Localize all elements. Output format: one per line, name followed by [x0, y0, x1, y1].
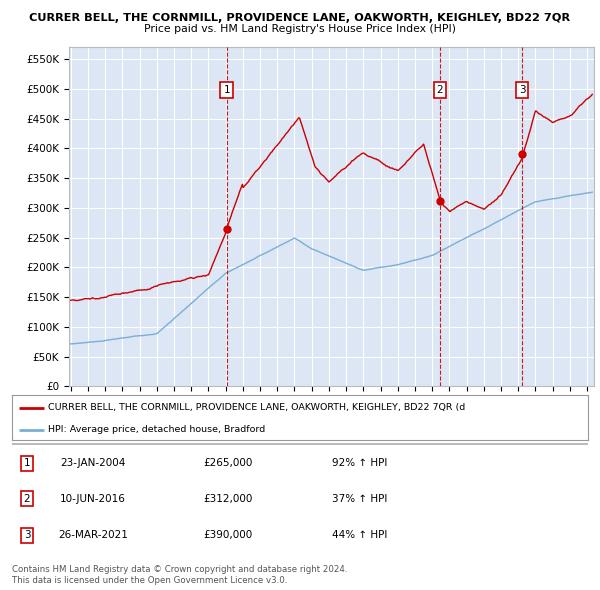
Text: £390,000: £390,000 — [203, 530, 253, 540]
Text: 1: 1 — [23, 458, 31, 468]
Text: £265,000: £265,000 — [203, 458, 253, 468]
Text: 44% ↑ HPI: 44% ↑ HPI — [332, 530, 388, 540]
Text: 3: 3 — [23, 530, 31, 540]
Text: 2: 2 — [437, 85, 443, 95]
Text: 3: 3 — [519, 85, 526, 95]
Text: CURRER BELL, THE CORNMILL, PROVIDENCE LANE, OAKWORTH, KEIGHLEY, BD22 7QR (d: CURRER BELL, THE CORNMILL, PROVIDENCE LA… — [48, 403, 465, 412]
Text: 2: 2 — [23, 494, 31, 503]
Text: Contains HM Land Registry data © Crown copyright and database right 2024.: Contains HM Land Registry data © Crown c… — [12, 565, 347, 574]
Text: 26-MAR-2021: 26-MAR-2021 — [58, 530, 128, 540]
Text: 23-JAN-2004: 23-JAN-2004 — [61, 458, 125, 468]
Text: 10-JUN-2016: 10-JUN-2016 — [60, 494, 126, 503]
Text: 92% ↑ HPI: 92% ↑ HPI — [332, 458, 388, 468]
Text: 37% ↑ HPI: 37% ↑ HPI — [332, 494, 388, 503]
Text: Price paid vs. HM Land Registry's House Price Index (HPI): Price paid vs. HM Land Registry's House … — [144, 24, 456, 34]
Text: £312,000: £312,000 — [203, 494, 253, 503]
Text: 1: 1 — [223, 85, 230, 95]
Text: This data is licensed under the Open Government Licence v3.0.: This data is licensed under the Open Gov… — [12, 576, 287, 585]
Text: HPI: Average price, detached house, Bradford: HPI: Average price, detached house, Brad… — [48, 425, 265, 434]
Text: CURRER BELL, THE CORNMILL, PROVIDENCE LANE, OAKWORTH, KEIGHLEY, BD22 7QR: CURRER BELL, THE CORNMILL, PROVIDENCE LA… — [29, 13, 571, 23]
